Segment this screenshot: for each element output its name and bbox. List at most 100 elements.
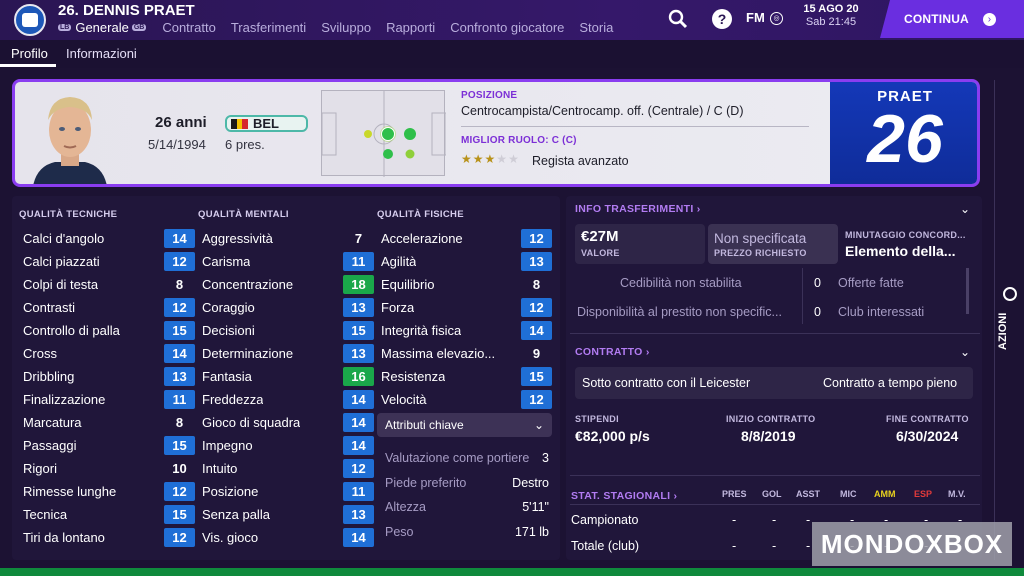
tab-rapporti[interactable]: Rapporti: [386, 20, 436, 35]
attribute-value: 16: [343, 366, 374, 386]
attribute-row[interactable]: Coraggio 13: [202, 297, 374, 317]
fm-menu-button[interactable]: FM: [746, 10, 765, 25]
continue-button[interactable]: CONTINUA ›: [880, 0, 1024, 38]
position-dot: [404, 128, 416, 140]
minutes-value[interactable]: Elemento della...: [845, 243, 956, 259]
attribute-value: 8: [175, 414, 184, 430]
attribute-row[interactable]: Calci d'angolo 14: [23, 228, 195, 248]
attribute-row[interactable]: Rigori 10: [23, 458, 195, 478]
attribute-row[interactable]: Decisioni 15: [202, 320, 374, 340]
attribute-row[interactable]: Colpi di testa 8: [23, 274, 195, 294]
attribute-row[interactable]: Intuito 12: [202, 458, 374, 478]
tab-contratto[interactable]: Contratto: [162, 20, 216, 35]
stat-column-header[interactable]: AMM: [874, 489, 896, 499]
attribute-row[interactable]: Tiri da lontano 12: [23, 527, 195, 547]
chevron-down-icon: ⌄: [533, 418, 544, 432]
position-dot: [383, 149, 393, 159]
attribute-row[interactable]: Determinazione 13: [202, 343, 374, 363]
attribute-row[interactable]: Forza 12: [381, 297, 552, 317]
stat-column-header[interactable]: PRES: [722, 489, 747, 499]
help-icon[interactable]: ?: [712, 9, 732, 29]
asking-price-card[interactable]: Non specificata PREZZO RICHIESTO: [708, 224, 838, 264]
attribute-row[interactable]: Passaggi 15: [23, 435, 195, 455]
right-panel: INFO TRASFERIMENTI › ⌄ €27M VALORE Non s…: [566, 196, 982, 560]
key-attributes-dropdown[interactable]: Attributi chiave ⌄: [377, 413, 552, 437]
attribute-value: 12: [521, 389, 552, 409]
subtab-profilo[interactable]: Profilo: [11, 46, 48, 61]
stat-column-header[interactable]: MIC: [840, 489, 857, 499]
chevron-down-icon[interactable]: ⌄: [960, 345, 971, 359]
minutes-caption: MINUTAGGIO CONCORD...: [845, 230, 966, 240]
mental-header: QUALITÀ MENTALI: [198, 209, 289, 220]
attribute-row[interactable]: Contrasti 12: [23, 297, 195, 317]
attribute-row[interactable]: Gioco di squadra 14: [202, 412, 374, 432]
attribute-row[interactable]: Vis. gioco 14: [202, 527, 374, 547]
tab-sviluppo[interactable]: Sviluppo: [321, 20, 372, 35]
attribute-row[interactable]: Aggressività 7: [202, 228, 374, 248]
attribute-name: Colpi di testa: [23, 276, 99, 292]
attribute-row[interactable]: Massima elevazio... 9: [381, 343, 552, 363]
physical-header: QUALITÀ FISICHE: [377, 209, 464, 220]
attribute-name: Tecnica: [23, 506, 68, 522]
fm-settings-icon[interactable]: ◎: [770, 12, 783, 25]
attribute-row[interactable]: Rimesse lunghe 12: [23, 481, 195, 501]
attribute-name: Forza: [381, 299, 415, 315]
info-value: 5'11": [522, 500, 549, 514]
stat-column-header[interactable]: ASST: [796, 489, 821, 499]
attribute-row[interactable]: Resistenza 15: [381, 366, 552, 386]
stat-column-header[interactable]: GOL: [762, 489, 782, 499]
club-badge-icon[interactable]: [14, 4, 46, 36]
subtab-informazioni[interactable]: Informazioni: [66, 46, 137, 61]
attribute-row[interactable]: Agilità 13: [381, 251, 552, 271]
season-stats-link[interactable]: STAT. STAGIONALI ›: [571, 490, 678, 502]
attribute-row[interactable]: Freddezza 14: [202, 389, 374, 409]
divider: [802, 268, 803, 324]
attribute-row[interactable]: Finalizzazione 11: [23, 389, 195, 409]
bottom-bar: [0, 568, 1024, 576]
stat-cell: -: [924, 513, 929, 527]
attribute-value: 13: [164, 366, 195, 386]
attribute-value: 15: [164, 504, 195, 524]
attribute-row[interactable]: Calci piazzati 12: [23, 251, 195, 271]
transfer-info-link[interactable]: INFO TRASFERIMENTI ›: [575, 203, 701, 215]
attribute-value: 14: [343, 412, 374, 432]
chevron-down-icon[interactable]: ⌄: [960, 202, 971, 216]
attribute-row[interactable]: Posizione 11: [202, 481, 374, 501]
info-row: Altezza 5'11": [385, 500, 549, 518]
position-title: POSIZIONE: [461, 90, 518, 101]
attribute-row[interactable]: Fantasia 16: [202, 366, 374, 386]
search-icon[interactable]: [668, 9, 688, 29]
attribute-row[interactable]: Senza palla 13: [202, 504, 374, 524]
tab-generale-label: Generale: [75, 20, 129, 35]
transfer-info-title: INFO TRASFERIMENTI: [575, 203, 694, 215]
attribute-row[interactable]: Equilibrio 8: [381, 274, 552, 294]
actions-side-tab[interactable]: AZIONI: [994, 80, 1024, 560]
attribute-row[interactable]: Velocità 12: [381, 389, 552, 409]
stat-column-header[interactable]: ESP: [914, 489, 933, 499]
wage-value: €82,000 p/s: [575, 428, 650, 444]
attribute-name: Massima elevazio...: [381, 345, 496, 361]
attribute-row[interactable]: Dribbling 13: [23, 366, 195, 386]
tab-storia[interactable]: Storia: [579, 20, 614, 35]
attribute-row[interactable]: Integrità fisica 14: [381, 320, 552, 340]
tab-confronto[interactable]: Confronto giocatore: [450, 20, 565, 35]
stat-column-header[interactable]: M.V.: [948, 489, 966, 499]
game-date[interactable]: 15 AGO 20 Sab 21:45: [790, 3, 872, 28]
attribute-row[interactable]: Carisma 11: [202, 251, 374, 271]
attribute-row[interactable]: Cross 14: [23, 343, 195, 363]
attribute-name: Concentrazione: [202, 276, 294, 292]
attribute-row[interactable]: Controllo di palla 15: [23, 320, 195, 340]
info-value: 3: [542, 451, 549, 465]
attribute-row[interactable]: Marcatura 8: [23, 412, 195, 432]
scrollbar[interactable]: [966, 268, 969, 314]
attribute-row[interactable]: Concentrazione 18: [202, 274, 374, 294]
attribute-row[interactable]: Impegno 14: [202, 435, 374, 455]
attribute-row[interactable]: Accelerazione 12: [381, 228, 552, 248]
contract-link[interactable]: CONTRATTO ›: [575, 346, 650, 358]
tab-generale[interactable]: LB Generale GB: [58, 20, 147, 35]
attribute-row[interactable]: Tecnica 15: [23, 504, 195, 524]
value-card[interactable]: €27M VALORE: [575, 224, 705, 264]
tab-trasferimenti[interactable]: Trasferimenti: [230, 20, 307, 35]
nationality-badge[interactable]: BEL: [225, 115, 308, 132]
contract-status: Sotto contratto con il Leicester: [582, 376, 751, 390]
